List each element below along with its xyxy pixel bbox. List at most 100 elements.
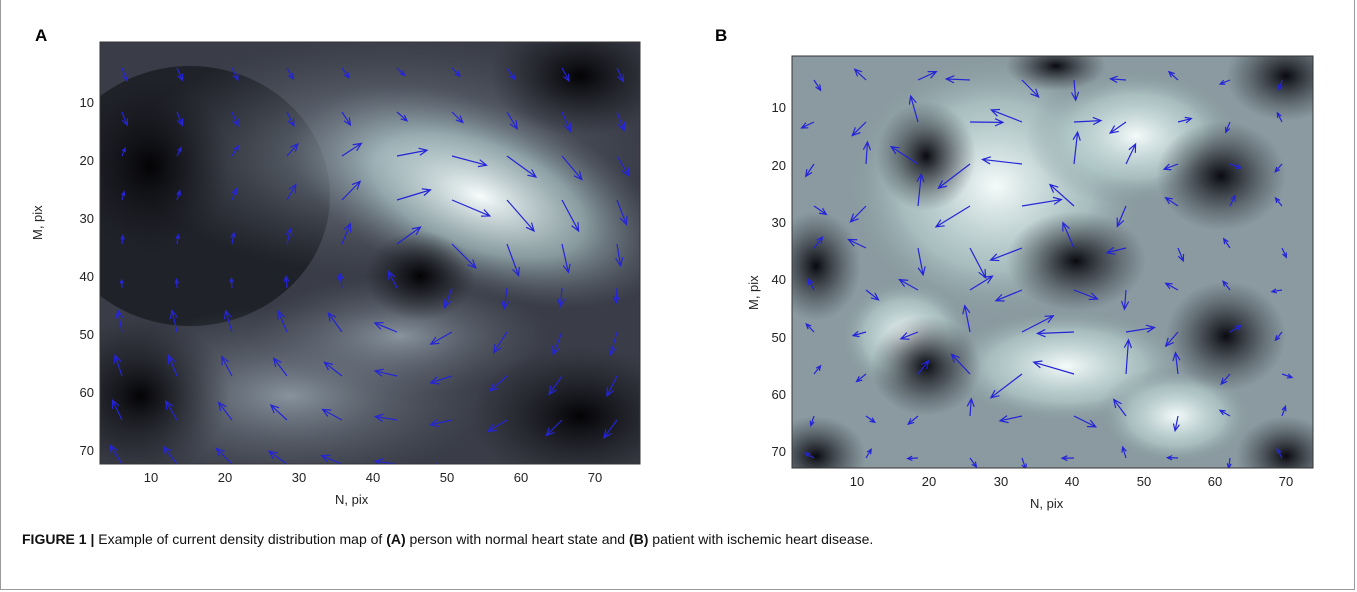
arrow-b-11 (851, 121, 867, 137)
arrow-a-0 (121, 67, 129, 82)
arrow-b-56 (1120, 289, 1130, 311)
arrow-a-80 (111, 398, 123, 421)
arrow-a-60 (115, 308, 124, 333)
arrow-a-27 (506, 155, 538, 178)
arrow-b-47 (1177, 247, 1185, 263)
arrow-a-47 (506, 243, 520, 277)
arrow-a-43 (285, 227, 293, 245)
arrow-b-95 (1060, 455, 1075, 462)
arrow-a-36 (451, 199, 492, 217)
arrow-a-89 (603, 419, 618, 439)
xtick-a-70: 70 (588, 470, 602, 485)
arrow-b-0 (813, 79, 822, 92)
arrow-b-21 (862, 140, 872, 165)
arrow-a-88 (545, 419, 563, 437)
arrow-a-61 (169, 309, 178, 333)
arrow-b-12 (908, 94, 919, 123)
arrow-b-99 (1276, 447, 1283, 459)
arrow-b-1 (853, 68, 867, 81)
arrow-a-51 (174, 277, 180, 289)
arrow-b-83 (966, 397, 975, 417)
arrow-b-27 (1162, 163, 1179, 171)
arrow-b-91 (865, 448, 872, 459)
arrow-a-44 (341, 222, 352, 245)
arrow-a-21 (176, 146, 182, 157)
arrow-a-70 (113, 353, 123, 377)
arrow-b-72 (917, 359, 930, 375)
arrow-a-15 (396, 111, 409, 122)
arrow-b-8 (1218, 79, 1231, 85)
arrow-a-50 (119, 278, 125, 289)
arrow-b-82 (907, 415, 919, 426)
vector-field-b (800, 68, 1294, 468)
arrow-b-37 (1164, 196, 1179, 207)
arrow-b-70 (813, 364, 822, 375)
xtick-a-50: 50 (440, 470, 454, 485)
arrow-b-35 (1048, 183, 1075, 207)
arrow-a-4 (341, 67, 350, 80)
arrow-b-93 (969, 457, 978, 468)
arrow-b-97 (1165, 455, 1179, 461)
y-axis-label-b: M, pix (746, 275, 761, 310)
arrow-b-13 (969, 118, 1005, 127)
xtick-b-30: 30 (994, 474, 1008, 489)
arrow-a-19 (616, 111, 626, 132)
arrow-b-10 (800, 121, 815, 129)
arrow-a-46 (451, 243, 477, 269)
ytick-b-50: 50 (772, 330, 786, 345)
arrow-a-97 (505, 463, 507, 464)
arrow-b-69 (1274, 331, 1283, 342)
arrow-a-69 (608, 331, 618, 356)
arrow-a-87 (486, 419, 508, 433)
axes-a: 10 20 30 40 50 60 70 10 20 30 40 50 60 7… (80, 95, 603, 485)
ytick-b-40: 40 (772, 272, 786, 287)
arrow-b-46 (1105, 246, 1127, 255)
arrow-b-59 (1270, 288, 1283, 294)
arrow-a-35 (396, 188, 432, 201)
arrow-b-63 (962, 304, 971, 333)
arrow-a-63 (277, 309, 288, 333)
arrow-b-90 (803, 452, 815, 459)
arrow-a-92 (215, 447, 233, 464)
arrow-b-89 (1281, 404, 1287, 417)
arrow-b-67 (1164, 331, 1179, 348)
arrow-b-49 (1281, 247, 1287, 259)
arrow-a-45 (396, 226, 422, 245)
arrow-b-52 (898, 278, 919, 291)
arrow-b-50 (807, 277, 815, 291)
arrow-a-82 (217, 401, 233, 421)
arrow-a-11 (176, 111, 184, 127)
arrow-b-31 (849, 205, 867, 223)
arrow-a-38 (561, 199, 580, 233)
arrow-b-85 (1073, 415, 1098, 428)
arrow-b-61 (851, 330, 867, 338)
arrow-a-73 (272, 357, 288, 377)
arrow-a-26 (451, 155, 488, 168)
arrow-a-25 (396, 147, 429, 157)
arrow-b-40 (813, 235, 824, 249)
arrow-a-1 (176, 67, 184, 82)
arrow-b-16 (1108, 121, 1127, 134)
figure-label: FIGURE 1 | (22, 531, 95, 547)
ytick-a-30: 30 (80, 211, 94, 226)
arrow-b-79 (1281, 373, 1294, 379)
arrow-b-23 (937, 163, 971, 190)
arrow-b-26 (1125, 142, 1137, 165)
arrow-a-85 (373, 413, 398, 422)
arrow-a-98 (561, 463, 562, 464)
arrow-b-36 (1116, 205, 1127, 228)
arrow-a-48 (561, 243, 571, 274)
arrow-b-42 (917, 247, 926, 277)
arrow-a-7 (506, 67, 516, 81)
arrow-a-32 (231, 187, 238, 201)
ytick-a-40: 40 (80, 269, 94, 284)
arrow-a-13 (286, 111, 295, 128)
arrow-a-79 (606, 375, 618, 398)
arrow-a-5 (396, 67, 406, 77)
current-density-map-a: 10 20 30 40 50 60 70 10 20 30 40 50 60 7… (80, 41, 641, 485)
arrow-a-64 (327, 311, 343, 333)
arrow-b-57 (1164, 282, 1179, 291)
arrow-a-9 (616, 67, 625, 83)
arrow-a-68 (552, 331, 563, 356)
